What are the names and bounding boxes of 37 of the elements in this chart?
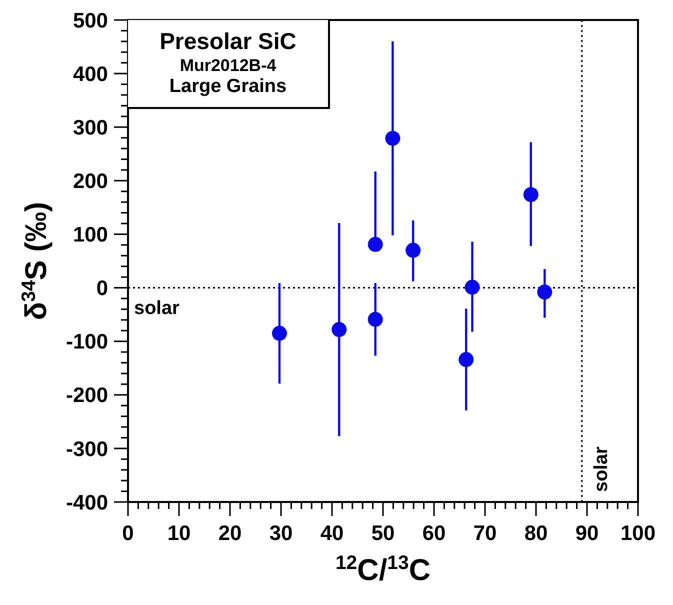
y-tick-label: 200: [72, 170, 108, 194]
y-tick-label: 400: [72, 62, 108, 86]
x-tick-label: 60: [422, 522, 446, 545]
y-tick-label: 300: [72, 116, 108, 140]
y-tick-label: -400: [66, 491, 108, 514]
y-tick-label: 0: [96, 277, 108, 300]
chart-title: Presolar SiC: [158, 28, 298, 56]
x-tick-label: 90: [575, 522, 599, 545]
x-tick-label: 40: [320, 522, 344, 545]
y-tick-label: -100: [66, 330, 108, 354]
point: [523, 187, 538, 202]
point: [406, 242, 421, 258]
y-tick-label: 100: [72, 224, 108, 247]
x-tick-label: 0: [122, 522, 134, 545]
x-tick-label: 80: [524, 522, 548, 545]
ref-line-label: solar: [590, 446, 612, 492]
point: [368, 236, 383, 252]
x-tick-label: 100: [620, 522, 656, 545]
text-box: Presolar SiC Mur2012B-4 Large Grains: [128, 20, 330, 109]
point: [537, 284, 552, 300]
x-tick-label: 30: [269, 522, 293, 545]
x-tick-label: 50: [371, 522, 395, 545]
x-tick-label: 10: [167, 522, 191, 545]
point: [464, 280, 480, 295]
x-tick-label: 20: [218, 522, 242, 545]
point: [385, 130, 400, 146]
y-tick-label: -300: [66, 438, 108, 461]
point: [458, 352, 474, 368]
point: [332, 322, 347, 338]
point: [272, 326, 287, 341]
x-axis-title: $^{12}$C/$^{13}$C: [335, 552, 431, 587]
annotation: Large Grains: [168, 76, 288, 99]
point: [368, 312, 383, 327]
ref-line-label: solar: [134, 298, 180, 319]
y-tick-label: -200: [66, 384, 108, 408]
y-tick-label: 500: [72, 9, 108, 32]
x-tick-label: 70: [473, 522, 497, 545]
